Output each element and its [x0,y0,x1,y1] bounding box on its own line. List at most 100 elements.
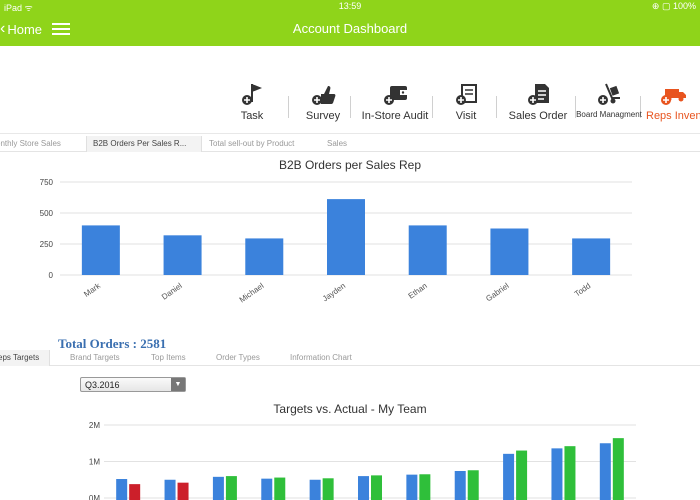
document-plus-icon [528,84,549,105]
y-tick-label: 750 [40,178,54,187]
bar [564,446,576,500]
board-management-button[interactable]: Board Managment [576,80,642,132]
bar [551,448,563,500]
toolbar-separator [350,96,351,118]
total-orders-label: Total Orders : 2581 [58,336,167,351]
selected-tab-background [0,350,50,366]
visit-label: Visit [455,110,477,122]
tab-total-sell-out[interactable]: Total sell-out by Product [209,139,295,148]
toolbar-separator [288,96,289,118]
task-button[interactable]: Task [230,80,274,132]
bar [274,477,286,500]
y-tick-label: 0M [89,494,100,500]
tab-sales[interactable]: Sales [327,139,348,148]
x-tick-label: Jayden [321,281,347,303]
bar [371,475,382,500]
bar [419,474,431,500]
x-tick-label: Michael [238,281,266,304]
truck-plus-icon [661,89,686,105]
bar [467,470,479,500]
tab-order-types[interactable]: Order Types [216,353,260,362]
bar [599,443,611,500]
top-chart-tabs: onthly Store Sales B2B Orders Per Sales … [0,136,700,152]
reps-inventory-button[interactable]: Reps Invent [646,80,700,132]
x-tick-label: Mark [82,281,103,299]
bar [177,482,189,500]
sales-order-button[interactable]: Sales Order [506,80,570,132]
x-tick-label: Gabriel [484,281,510,303]
bar [309,479,321,500]
bar [572,238,611,275]
toolbar-separator [575,96,576,118]
bar [406,474,418,500]
b2b-orders-chart-plot: 0 250 500 750 Mark Daniel Michael Jayden Ethan Ga… [40,178,632,304]
status-right: ⊕ ▢ 100% [651,1,696,11]
targets-vs-actual-chart-plot: 0M 1M 2M [89,421,636,500]
nav-bar: ‹ Home Account Dashboard [0,12,700,46]
visit-button[interactable]: Visit [446,80,486,132]
hamburger-menu-icon[interactable] [52,20,70,36]
y-tick-label: 2M [89,421,100,430]
bar [261,478,273,500]
in-store-audit-label: In-Store Audit [361,110,429,122]
tab-top-items[interactable]: Top Items [151,353,186,362]
bar [81,225,120,275]
tab-b2b-orders[interactable]: B2B Orders Per Sales R... [93,139,187,148]
bar [408,225,447,275]
bar [164,479,176,500]
selected-tab-background [86,136,202,152]
sales-order-label: Sales Order [508,110,568,122]
period-select-value: Q3.2016 [85,380,120,390]
period-select[interactable]: Q3.2016 ▼ [80,377,186,392]
home-button-label: Home [7,21,43,37]
tab-information-chart[interactable]: Information Chart [290,353,352,362]
bar [225,476,237,500]
task-label: Task [240,110,264,122]
bar [129,484,141,500]
in-store-audit-button[interactable]: In-Store Audit [360,80,430,132]
flag-plus-icon [242,84,262,105]
bar [490,228,529,275]
home-button[interactable]: ‹ Home [0,20,42,38]
targets-vs-actual-chart: Targets vs. Actual - My Team 0M 1M 2M [0,398,700,500]
bar [516,450,528,500]
chart-title: Targets vs. Actual - My Team [273,402,427,416]
bar [245,238,284,275]
bar [322,478,334,500]
reps-inventory-label: Reps Invent [646,110,700,122]
x-tick-label: Daniel [160,281,184,302]
y-tick-label: 500 [40,209,54,218]
toolbar-separator [496,96,497,118]
chevron-left-icon: ‹ [0,20,6,37]
action-toolbar: Task Survey In-Store Audit Visit [0,46,700,134]
toolbar-separator [432,96,433,118]
toolbar-separator [640,96,641,118]
bar [503,453,515,500]
y-tick-label: 0 [49,271,54,280]
wallet-plus-icon [384,86,407,105]
map-plus-icon [456,84,477,105]
survey-button[interactable]: Survey [300,80,346,132]
x-tick-label: Ethan [407,281,429,300]
status-time: 13:59 [338,1,362,11]
bar [212,476,224,500]
page-title: Account Dashboard [292,21,408,36]
bar [612,438,624,500]
y-tick-label: 250 [40,240,54,249]
bar [163,235,202,275]
chart-title: B2B Orders per Sales Rep [278,158,422,172]
tab-monthly-store-sales[interactable]: onthly Store Sales [0,139,61,148]
dropdown-arrow-icon: ▼ [171,378,185,391]
tab-brand-targets[interactable]: Brand Targets [70,353,120,362]
tab-reps-targets[interactable]: eps Targets [0,353,40,362]
board-management-label: Board Managment [576,110,642,119]
status-bar: iPad ᯤ 13:59 ⊕ ▢ 100% [0,0,700,13]
x-tick-label: Todd [573,281,592,298]
bar [327,199,365,275]
b2b-orders-chart: B2B Orders per Sales Rep 0 250 500 750 Mark D… [0,152,700,332]
hand-truck-plus-icon [598,83,620,105]
bar [116,479,128,500]
bar [454,470,466,500]
bottom-chart-tabs: eps Targets Brand Targets Top Items Orde… [0,350,700,366]
